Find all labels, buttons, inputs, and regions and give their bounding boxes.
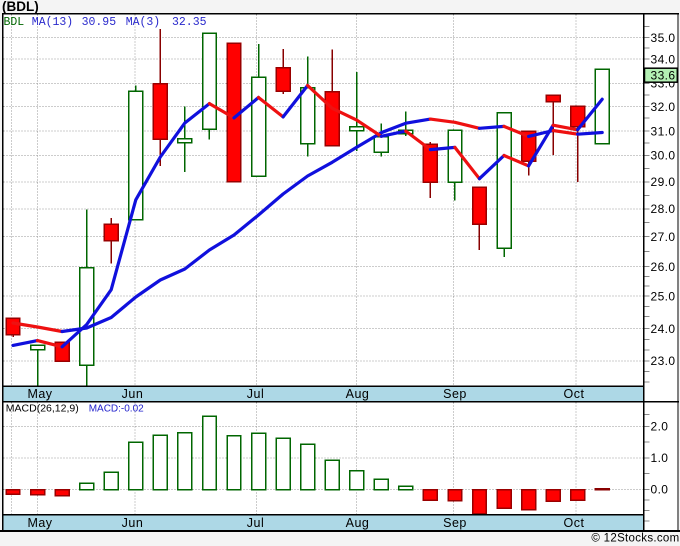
svg-text:33.6: 33.6: [651, 68, 676, 82]
svg-text:32.0: 32.0: [651, 100, 676, 114]
svg-text:24.0: 24.0: [651, 322, 676, 336]
svg-text:34.0: 34.0: [651, 52, 676, 66]
svg-text:0.0: 0.0: [651, 483, 669, 497]
svg-text:Jun: Jun: [122, 516, 144, 530]
svg-text:26.0: 26.0: [651, 260, 676, 274]
svg-text:25.0: 25.0: [651, 290, 676, 304]
svg-text:Aug: Aug: [346, 387, 370, 401]
svg-text:(BDL): (BDL): [2, 0, 39, 14]
svg-text:30.95: 30.95: [82, 16, 117, 29]
svg-text:MA(13): MA(13): [32, 16, 73, 29]
svg-text:Oct: Oct: [564, 387, 585, 401]
svg-text:May: May: [27, 387, 52, 401]
svg-text:2.0: 2.0: [651, 420, 669, 434]
svg-text:28.0: 28.0: [651, 202, 676, 216]
svg-text:May: May: [27, 516, 52, 530]
svg-text:31.0: 31.0: [651, 124, 676, 138]
svg-text:BDL: BDL: [4, 16, 25, 29]
svg-text:Oct: Oct: [564, 516, 585, 530]
svg-text:35.0: 35.0: [651, 31, 676, 45]
svg-text:Sep: Sep: [443, 516, 467, 530]
svg-text:MACD:-0.02: MACD:-0.02: [89, 403, 144, 414]
svg-text:1.0: 1.0: [651, 451, 669, 465]
svg-text:MA(3): MA(3): [126, 16, 161, 29]
svg-text:Jul: Jul: [247, 387, 264, 401]
svg-text:Sep: Sep: [443, 387, 467, 401]
svg-text:Aug: Aug: [346, 516, 370, 530]
svg-text:MACD(26,12,9): MACD(26,12,9): [6, 402, 79, 414]
svg-text:32.35: 32.35: [172, 16, 207, 29]
svg-text:23.0: 23.0: [651, 354, 676, 368]
svg-text:Jun: Jun: [122, 387, 144, 401]
svg-text:27.0: 27.0: [651, 230, 676, 244]
svg-text:Jul: Jul: [247, 516, 264, 530]
svg-text:29.0: 29.0: [651, 175, 676, 189]
svg-text:© 12Stocks.com: © 12Stocks.com: [591, 532, 679, 544]
svg-text:30.0: 30.0: [651, 149, 676, 163]
